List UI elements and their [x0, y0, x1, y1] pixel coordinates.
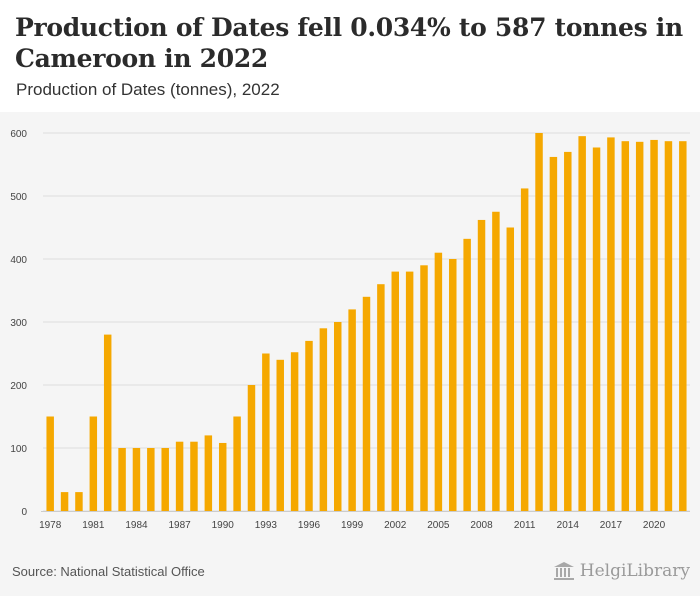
- x-tick-label: 1981: [82, 520, 105, 531]
- x-tick-label: 2011: [514, 520, 536, 531]
- bar-1992[interactable]: [247, 385, 256, 511]
- y-tick-label: 600: [10, 129, 27, 140]
- y-tick-label: 500: [10, 192, 27, 203]
- bar-chart: 0 100 200 300 400 500 600 1978 1981 1984 1987 1990 1…: [10, 129, 690, 531]
- bar-2012[interactable]: [535, 133, 543, 511]
- chart-footer: Source: National Statistical Office Helg…: [0, 544, 700, 596]
- bar-2010[interactable]: [506, 227, 515, 512]
- bar-2020[interactable]: [650, 139, 658, 511]
- bar-1999[interactable]: [348, 309, 356, 511]
- x-tick-label: 2020: [643, 520, 666, 531]
- bar-2017[interactable]: [607, 137, 615, 511]
- bar-2014[interactable]: [564, 151, 572, 511]
- x-tick-label: 2005: [427, 520, 450, 531]
- bar-2005[interactable]: [434, 252, 443, 511]
- x-tick-label: 1987: [168, 520, 191, 531]
- x-tick-label: 1990: [212, 520, 235, 531]
- bar-1978[interactable]: [46, 416, 54, 512]
- bar-2004[interactable]: [420, 265, 428, 511]
- bar-2016[interactable]: [592, 147, 601, 512]
- bar-1982[interactable]: [103, 334, 112, 511]
- x-tick-label: 2017: [600, 520, 623, 531]
- bar-1991[interactable]: [233, 416, 241, 512]
- bar-2008[interactable]: [477, 219, 486, 511]
- bar-2003[interactable]: [405, 271, 414, 511]
- chart-subtitle: Production of Dates (tonnes), 2022: [16, 80, 280, 99]
- bar-2009[interactable]: [492, 211, 500, 511]
- bar-2000[interactable]: [362, 296, 371, 511]
- bar-2007[interactable]: [463, 238, 471, 511]
- y-tick-label: 200: [10, 381, 27, 392]
- bar-2001[interactable]: [377, 284, 385, 511]
- bar-2013[interactable]: [549, 156, 558, 511]
- library-building-icon: [553, 562, 574, 580]
- bar-1987[interactable]: [175, 441, 184, 511]
- bar-1984[interactable]: [132, 448, 141, 511]
- bar-2018[interactable]: [621, 141, 630, 511]
- bar-1979[interactable]: [60, 492, 69, 511]
- x-tick-label: 2002: [384, 520, 407, 531]
- bar-1997[interactable]: [319, 328, 328, 511]
- bar-1998[interactable]: [334, 322, 342, 511]
- bar-1994[interactable]: [276, 359, 284, 511]
- bar-2002[interactable]: [391, 271, 399, 511]
- chart-title: Production of Dates fell 0.034% to 587 t…: [15, 13, 683, 73]
- y-tick-label: 300: [10, 318, 27, 329]
- y-tick-label: 100: [10, 444, 27, 455]
- y-tick-label: 400: [10, 255, 27, 266]
- bar-2006[interactable]: [449, 259, 457, 511]
- bar-1981[interactable]: [89, 416, 98, 512]
- bar-1980[interactable]: [75, 492, 83, 511]
- chart-area: 0 100 200 300 400 500 600 1978 1981 1984 1987 1990 1…: [0, 112, 700, 544]
- bar-1989[interactable]: [204, 435, 213, 511]
- bar-2019[interactable]: [635, 141, 644, 511]
- x-tick-label: 2008: [470, 520, 493, 531]
- bar-1983[interactable]: [118, 448, 126, 511]
- x-tick-label: 1996: [298, 520, 321, 531]
- helgi-library-logo[interactable]: HelgiLibrary: [553, 558, 690, 584]
- chart-header: Production of Dates fell 0.034% to 587 t…: [0, 0, 700, 112]
- bar-1986[interactable]: [161, 448, 169, 511]
- bar-1995[interactable]: [290, 352, 299, 511]
- bar-1990[interactable]: [218, 442, 227, 511]
- bar-1993[interactable]: [262, 353, 270, 512]
- bar-1996[interactable]: [305, 340, 313, 511]
- bar-2015[interactable]: [578, 136, 586, 511]
- y-tick-label: 0: [21, 507, 27, 518]
- source-note: Source: National Statistical Office: [12, 564, 205, 579]
- x-tick-label: 1984: [125, 520, 148, 531]
- x-tick-label: 1993: [255, 520, 278, 531]
- bar-2011[interactable]: [520, 188, 529, 511]
- bar-2022[interactable]: [679, 141, 687, 511]
- bar-1988[interactable]: [190, 441, 198, 511]
- x-tick-label: 2014: [557, 520, 580, 531]
- x-tick-label: 1978: [39, 520, 62, 531]
- bar-2021[interactable]: [664, 141, 673, 511]
- x-tick-label: 1999: [341, 520, 364, 531]
- bar-1985[interactable]: [147, 448, 155, 511]
- logo-text: HelgiLibrary: [579, 561, 690, 581]
